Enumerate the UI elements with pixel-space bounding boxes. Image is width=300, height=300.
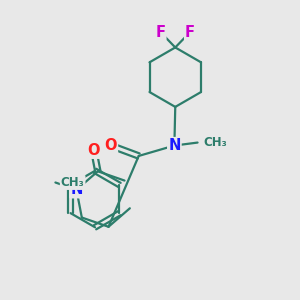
Text: CH₃: CH₃ xyxy=(61,176,85,189)
Text: F: F xyxy=(155,25,165,40)
Text: O: O xyxy=(88,143,100,158)
Text: O: O xyxy=(104,138,117,153)
Text: N: N xyxy=(70,182,83,197)
Text: CH₃: CH₃ xyxy=(203,136,227,149)
Text: N: N xyxy=(168,138,181,153)
Text: F: F xyxy=(185,25,195,40)
